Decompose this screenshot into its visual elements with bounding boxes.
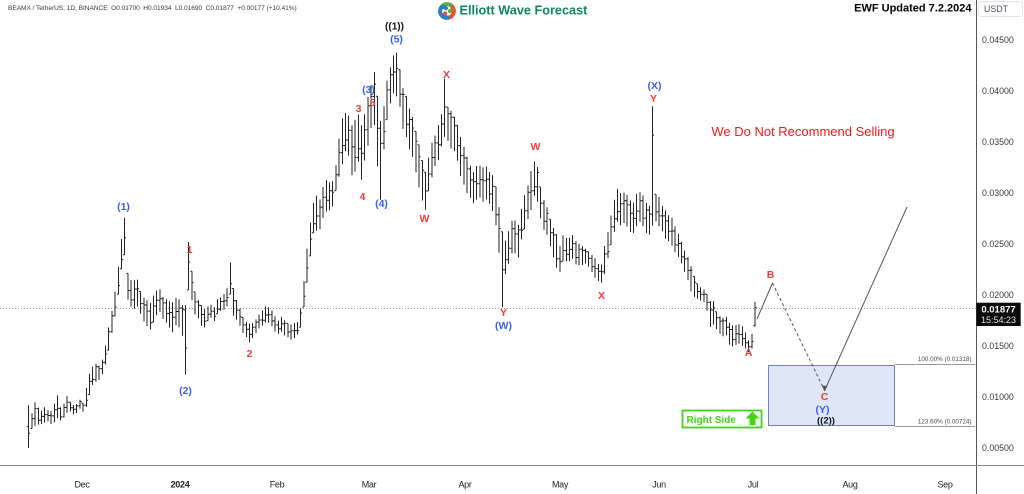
svg-text:0.03000: 0.03000: [982, 188, 1014, 198]
svg-text:X: X: [443, 69, 450, 81]
svg-text:BEAMX / TetherUS, 1D, BINANCE: BEAMX / TetherUS, 1D, BINANCE O0.01700 H…: [8, 5, 297, 12]
svg-text:(1): (1): [117, 201, 130, 213]
svg-text:Y: Y: [500, 307, 507, 319]
svg-text:Aug: Aug: [842, 480, 857, 490]
svg-text:0.04000: 0.04000: [982, 86, 1014, 96]
svg-text:Mar: Mar: [362, 480, 377, 490]
svg-text:Feb: Feb: [270, 480, 285, 490]
svg-text:2: 2: [247, 348, 253, 360]
svg-text:A: A: [745, 347, 753, 359]
svg-text:(Y): (Y): [816, 404, 830, 416]
svg-text:(2): (2): [179, 385, 192, 397]
svg-text:4: 4: [360, 191, 366, 203]
svg-text:0.04500: 0.04500: [982, 35, 1014, 45]
svg-text:W: W: [531, 141, 541, 153]
svg-text:We Do Not Recommend Selling: We Do Not Recommend Selling: [711, 124, 894, 139]
svg-text:123.60% (0.00724): 123.60% (0.00724): [918, 419, 972, 426]
svg-text:0.00500: 0.00500: [982, 443, 1014, 453]
svg-text:Y: Y: [650, 93, 657, 105]
svg-text:USDT: USDT: [984, 4, 1009, 14]
svg-text:3: 3: [356, 103, 362, 115]
svg-text:Right Side: Right Side: [687, 415, 737, 426]
svg-text:0.01500: 0.01500: [982, 341, 1014, 351]
svg-text:0.03500: 0.03500: [982, 137, 1014, 147]
svg-text:B: B: [767, 269, 775, 281]
svg-text:EWF Updated 7.2.2024: EWF Updated 7.2.2024: [854, 3, 972, 15]
svg-text:0.02500: 0.02500: [982, 239, 1014, 249]
svg-text:(W): (W): [495, 320, 512, 332]
svg-text:(4): (4): [375, 198, 388, 210]
svg-text:Jul: Jul: [748, 480, 759, 490]
svg-text:Elliott Wave Forecast: Elliott Wave Forecast: [460, 4, 589, 18]
svg-text:((1)): ((1)): [385, 22, 404, 33]
svg-text:Jun: Jun: [652, 480, 666, 490]
svg-text:Apr: Apr: [458, 480, 471, 490]
svg-text:C: C: [821, 391, 829, 403]
svg-text:X: X: [598, 290, 605, 302]
svg-text:W: W: [420, 213, 430, 225]
svg-text:(X): (X): [648, 80, 662, 92]
svg-text:0.01877: 0.01877: [981, 305, 1015, 316]
svg-text:May: May: [552, 480, 569, 490]
svg-text:0.02000: 0.02000: [982, 290, 1014, 300]
svg-text:2024: 2024: [171, 480, 190, 490]
svg-text:5: 5: [370, 97, 376, 109]
svg-text:1: 1: [187, 244, 193, 256]
svg-text:15:54:23: 15:54:23: [981, 315, 1016, 325]
svg-text:(3): (3): [362, 84, 375, 96]
svg-text:((2)): ((2)): [817, 416, 835, 427]
svg-text:Dec: Dec: [74, 480, 90, 490]
svg-text:100.00% (0.01318): 100.00% (0.01318): [918, 356, 972, 363]
svg-text:0.01000: 0.01000: [982, 392, 1014, 402]
svg-text:Sep: Sep: [937, 480, 952, 490]
svg-text:(5): (5): [390, 34, 403, 46]
